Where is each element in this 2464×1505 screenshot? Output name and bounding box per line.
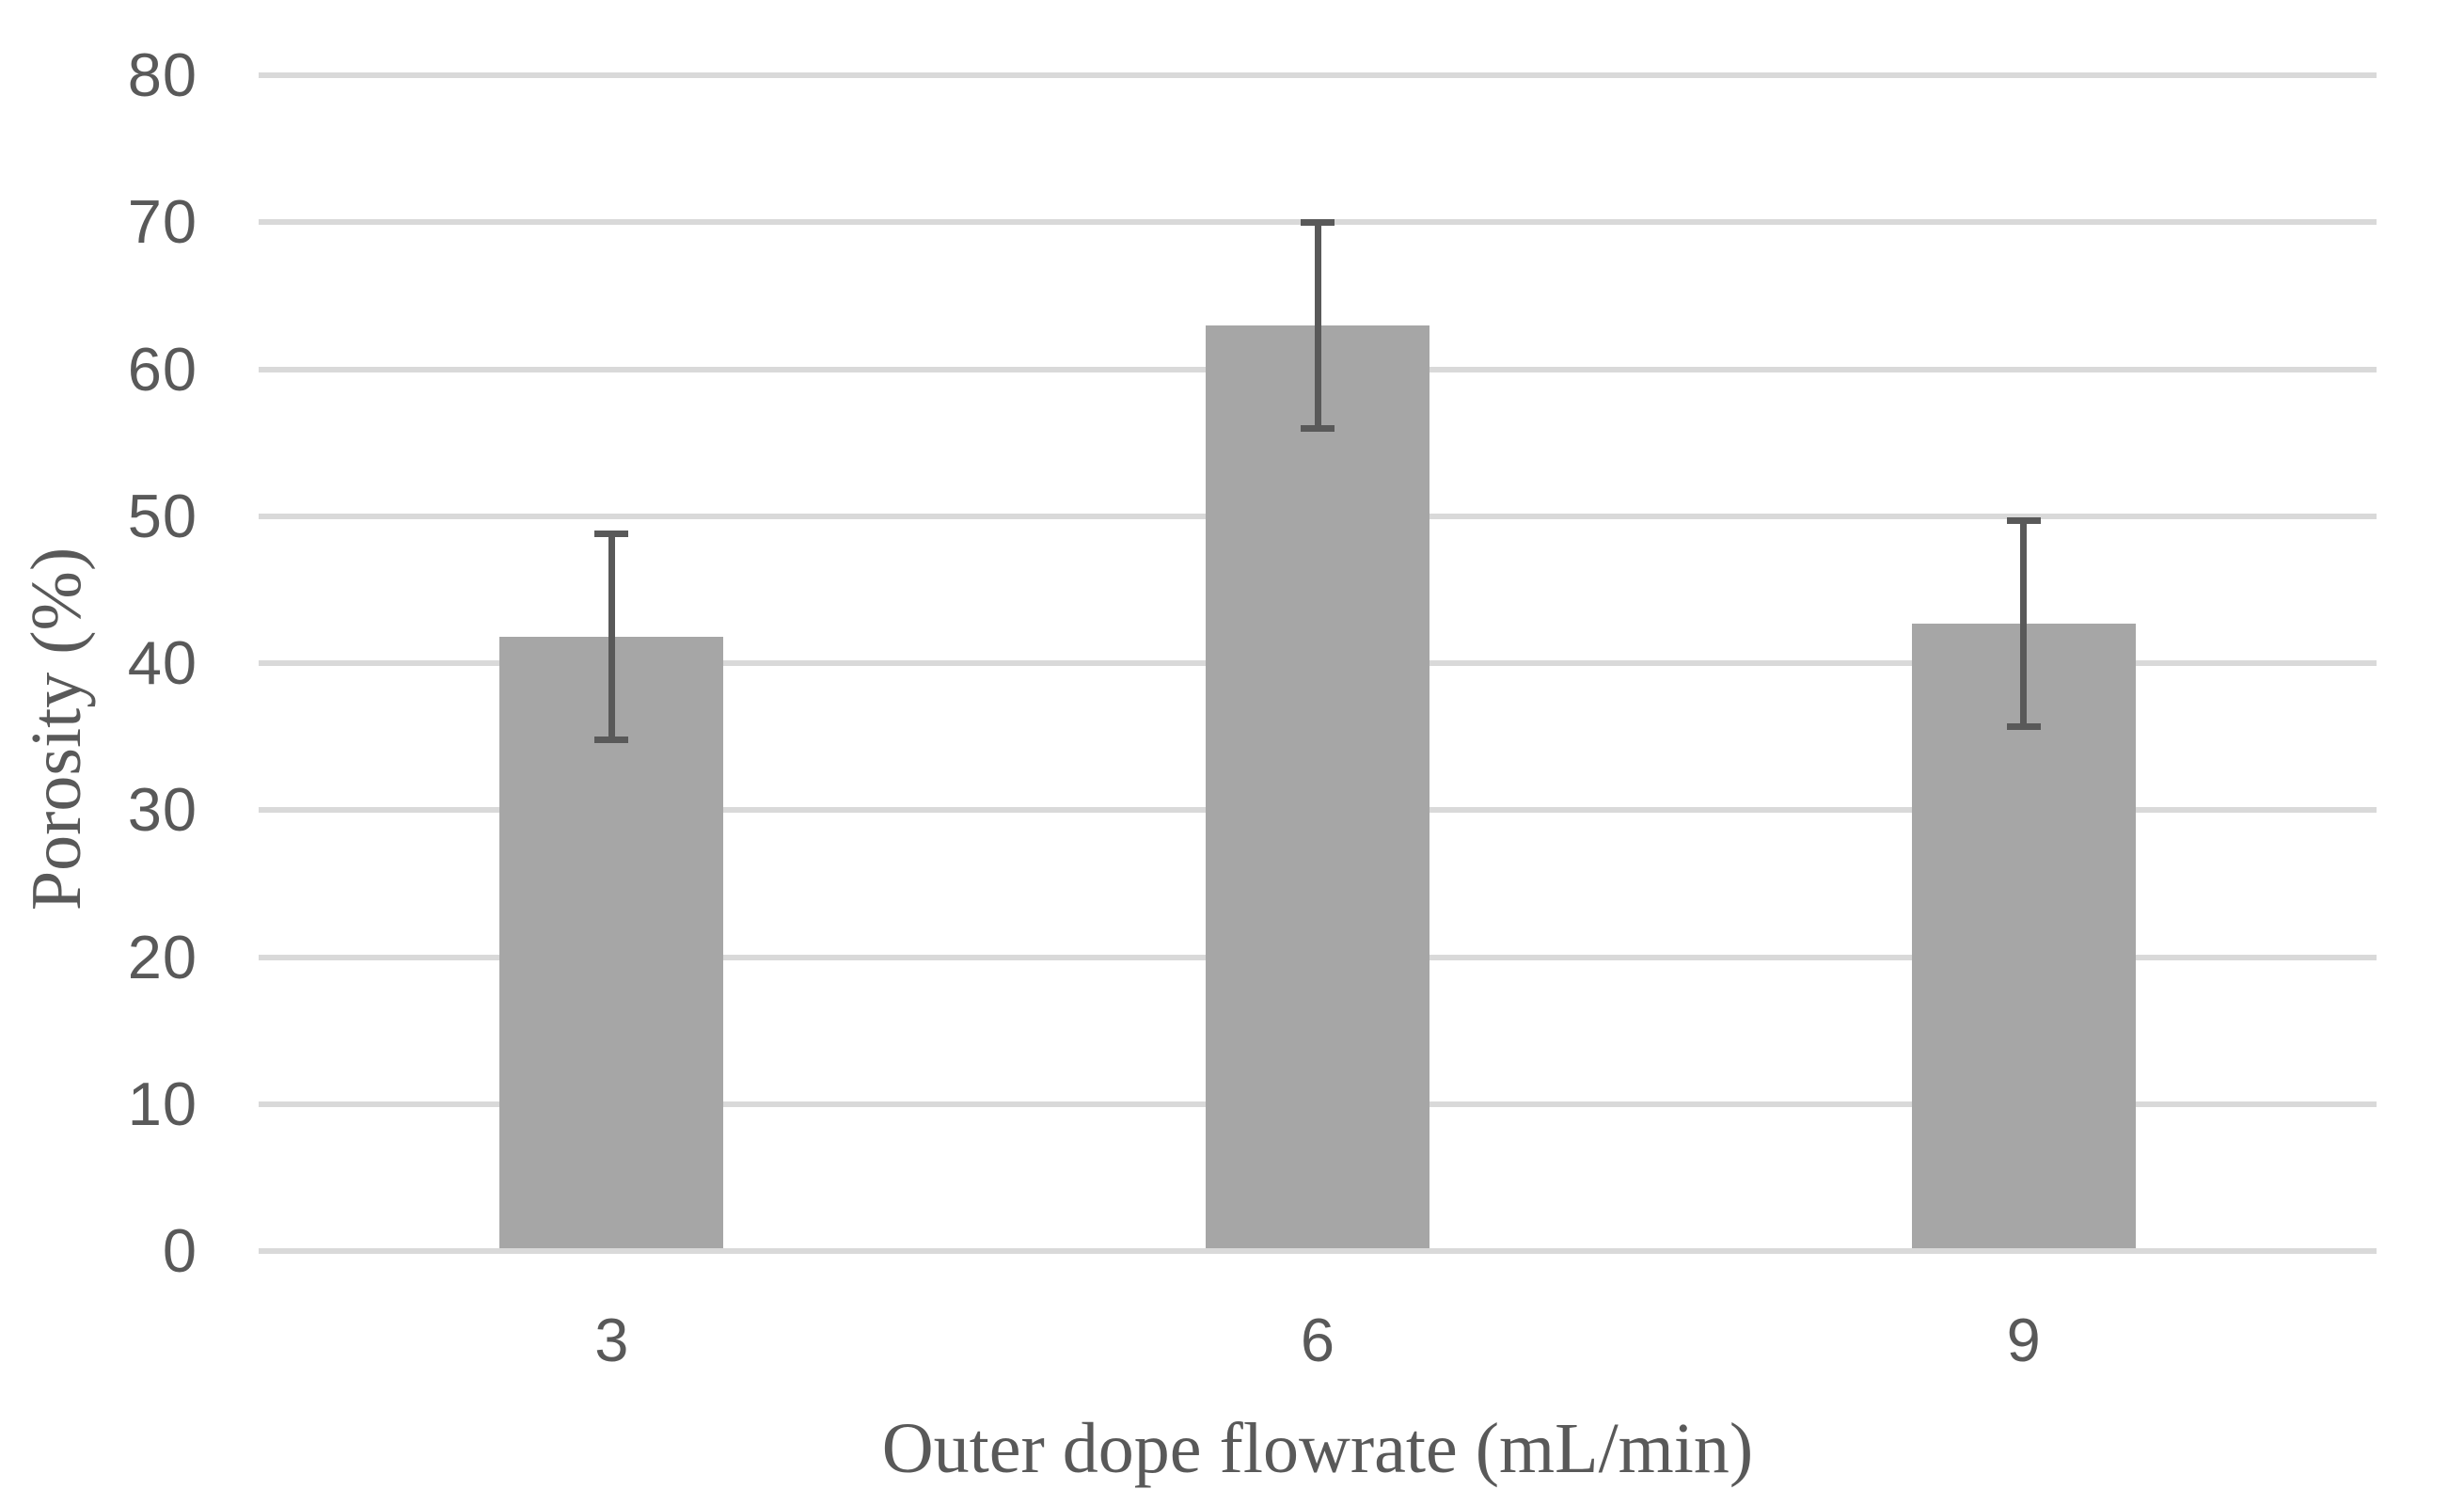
x-axis-title: Outer dope flowrate (mL/min) xyxy=(881,1409,1754,1488)
x-tick-label: 3 xyxy=(594,1306,629,1374)
y-tick-label: 60 xyxy=(127,334,197,404)
gridline xyxy=(259,72,2377,78)
error-bar-cap xyxy=(594,531,629,537)
y-tick-label: 0 xyxy=(162,1216,197,1285)
y-tick-label: 80 xyxy=(127,40,197,109)
gridline xyxy=(259,1248,2377,1254)
error-bar xyxy=(608,533,615,740)
error-bar-cap xyxy=(1301,218,1335,226)
error-bar-cap xyxy=(594,736,629,743)
error-bar xyxy=(1314,222,1321,428)
y-tick-label: 70 xyxy=(127,187,197,257)
y-tick-label: 40 xyxy=(127,628,197,697)
y-tick-label: 50 xyxy=(127,481,197,550)
bar xyxy=(1206,325,1429,1248)
y-tick-label: 10 xyxy=(127,1069,197,1138)
error-bar-cap xyxy=(2006,516,2041,524)
y-tick-label: 20 xyxy=(127,922,197,991)
x-tick-label: 9 xyxy=(2006,1306,2041,1374)
error-bar-cap xyxy=(2006,722,2041,730)
error-bar-cap xyxy=(1301,424,1335,432)
y-tick-label: 30 xyxy=(127,775,197,845)
y-axis-title: Porosity (%) xyxy=(17,547,96,911)
x-tick-label: 6 xyxy=(1300,1306,1335,1374)
error-bar xyxy=(2020,520,2028,727)
